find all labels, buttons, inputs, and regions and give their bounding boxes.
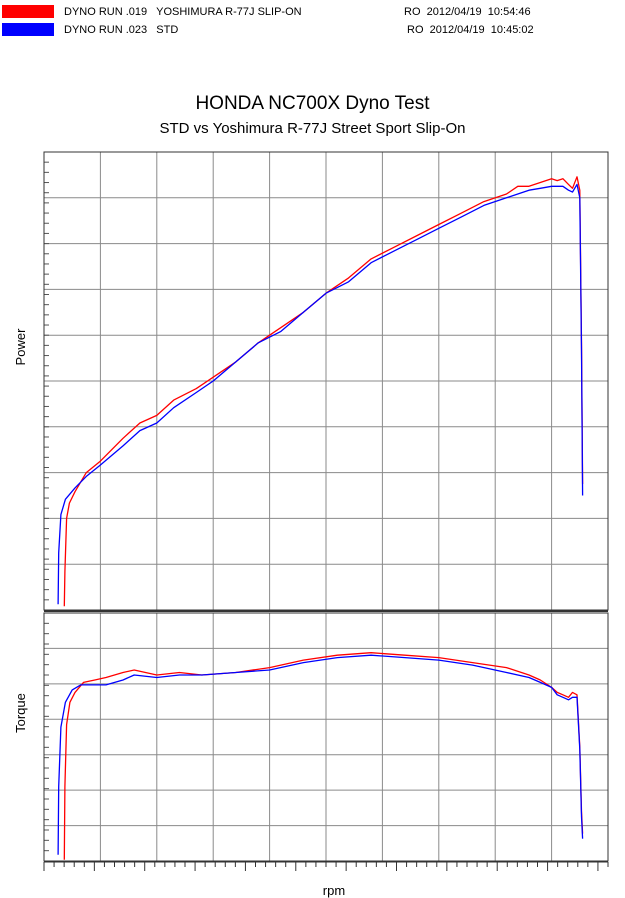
rpm-axis-title: rpm — [323, 883, 345, 898]
legend-swatch-red — [2, 5, 54, 18]
legend-swatch-blue — [2, 23, 54, 36]
chart-subtitle: STD vs Yoshimura R-77J Street Sport Slip… — [159, 120, 466, 137]
legend-row-run-023: DYNO RUN .023 STD RO 2012/04/19 10:45:02 — [0, 22, 625, 38]
chart-title: HONDA NC700X Dyno Test — [195, 93, 430, 114]
torque-series-yoshimura-line — [63, 652, 584, 860]
legend-stamp-run-019: RO 2012/04/19 10:54:46 — [404, 6, 531, 18]
legend-row-run-019: DYNO RUN .019 YOSHIMURA R-77J SLIP-ON RO… — [0, 4, 625, 20]
torque-axis-title: Torque — [13, 693, 28, 733]
legend-label-run-023: DYNO RUN .023 STD — [64, 24, 179, 36]
torque-panel — [43, 612, 609, 862]
power-axis-title: Power — [13, 328, 28, 366]
legend-stamp-run-023: RO 2012/04/19 10:45:02 — [407, 24, 534, 36]
power-panel — [43, 151, 609, 611]
power-series-yoshimura-line — [63, 176, 584, 607]
power-series-std-line — [57, 183, 584, 605]
torque-series-std-line — [57, 654, 584, 855]
torque-frame — [43, 612, 609, 862]
legend-label-run-019: DYNO RUN .019 YOSHIMURA R-77J SLIP-ON — [64, 6, 302, 18]
